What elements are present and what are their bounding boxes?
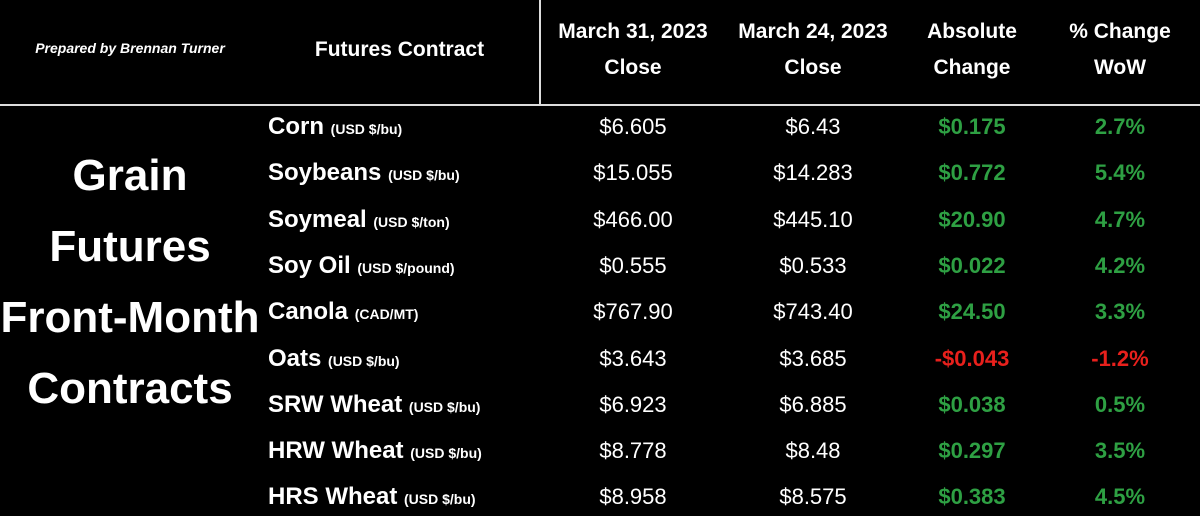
- contract: HRS Wheat: [268, 483, 398, 511]
- column-header: March 24, 2023 Close: [738, 20, 888, 79]
- contract: Corn: [268, 113, 324, 140]
- change-cell: 4.7%: [1094, 206, 1146, 232]
- price-cell: $767.90: [593, 299, 673, 325]
- contract-name: Soy Oil (USD $/pound): [268, 243, 455, 289]
- price-cell: $3.685: [779, 345, 847, 371]
- change-cell: $0.038: [938, 391, 1006, 417]
- side-label: Grain Futures Front-Month Contracts: [0, 151, 260, 413]
- price-cell: $743.40: [773, 299, 853, 325]
- change-cell: 0.5%: [1094, 391, 1146, 417]
- table-row: Soymeal (USD $/ton) $466.00 $445.10 $20.90 4…: [0, 197, 1200, 243]
- price-cell: $445.10: [773, 206, 853, 232]
- change-cell: $0.175: [938, 114, 1006, 139]
- unit: (USD $/bu): [410, 445, 482, 462]
- unit: (USD $/bu): [330, 121, 403, 137]
- change-cell: 3.5%: [1094, 438, 1146, 464]
- price-cell: $8.575: [779, 484, 847, 510]
- change-cell: $0.383: [938, 484, 1006, 510]
- contract-name: HRW Wheat (USD $/bu): [268, 428, 482, 474]
- price-cell: $6.43: [785, 114, 841, 139]
- contract: HRW Wheat: [268, 437, 404, 465]
- unit: (USD $/bu): [388, 167, 460, 184]
- change-cell: 4.5%: [1094, 484, 1146, 510]
- header-divider: [0, 104, 1200, 106]
- change-cell: $24.50: [938, 299, 1006, 325]
- change-cell: $0.297: [938, 438, 1006, 464]
- unit: (CAD/MT): [354, 306, 419, 323]
- price-cell: $0.555: [599, 252, 667, 278]
- prepared-by: Prepared by Brennan Turner: [35, 40, 225, 56]
- price-cell: $14.283: [773, 160, 853, 186]
- column-header: Futures Contract: [314, 38, 485, 61]
- contract-name: HRS Wheat (USD $/bu): [268, 474, 476, 516]
- contract-name: SRW Wheat (USD $/bu): [268, 382, 480, 428]
- price-cell: $15.055: [593, 160, 673, 186]
- table-row: SRW Wheat (USD $/bu) $6.923 $6.885 $0.038 0.…: [0, 382, 1200, 428]
- contract: Soy Oil: [268, 251, 351, 279]
- table-row: HRW Wheat (USD $/bu) $8.778 $8.48 $0.297 3.5…: [0, 428, 1200, 474]
- contract-name: Oats (USD $/bu): [268, 336, 400, 382]
- contract: Soybeans: [268, 159, 382, 187]
- column-header: % Change WoW: [1069, 20, 1171, 79]
- change-cell: 4.2%: [1094, 252, 1146, 278]
- price-cell: $8.778: [599, 438, 667, 464]
- contract: Canola: [268, 298, 349, 326]
- contract: Oats: [268, 344, 322, 372]
- price-cell: $8.48: [785, 438, 841, 464]
- contract: SRW Wheat: [268, 390, 403, 418]
- change-cell: $0.772: [938, 160, 1006, 186]
- contract-name: Soybeans (USD $/bu): [268, 150, 460, 196]
- header-vertical-divider: [539, 0, 541, 105]
- table-row: Canola (CAD/MT) $767.90 $743.40 $24.50 3.3%: [0, 289, 1200, 335]
- unit: (USD $/bu): [408, 398, 481, 415]
- price-cell: $8.958: [599, 484, 667, 510]
- change-cell: 2.7%: [1094, 114, 1146, 139]
- change-cell: -$0.043: [934, 345, 1010, 371]
- table-row: Oats (USD $/bu) $3.643 $3.685 -$0.043 -1.2%: [0, 336, 1200, 382]
- change-cell: 3.3%: [1094, 299, 1146, 325]
- column-header: Absolute Change: [927, 20, 1017, 79]
- column-header: March 31, 2023 Close: [558, 20, 708, 79]
- price-cell: $466.00: [593, 206, 673, 232]
- table-row: Soy Oil (USD $/pound) $0.555 $0.533 $0.022 4…: [0, 243, 1200, 289]
- change-cell: 5.4%: [1094, 160, 1146, 186]
- contract: Soymeal: [268, 205, 367, 233]
- contract-name: Soymeal (USD $/ton): [268, 197, 450, 243]
- table-row: HRS Wheat (USD $/bu) $8.958 $8.575 $0.383 4.…: [0, 474, 1200, 516]
- change-cell: -1.2%: [1091, 345, 1149, 371]
- contract-name: Canola (CAD/MT): [268, 289, 418, 335]
- change-cell: $0.022: [938, 252, 1006, 278]
- table-row: Soybeans (USD $/bu) $15.055 $14.283 $0.772 5…: [0, 150, 1200, 196]
- unit: (USD $/bu): [328, 352, 400, 369]
- change-cell: $20.90: [938, 206, 1006, 232]
- unit: (USD $/bu): [404, 491, 476, 508]
- contract-name: Corn (USD $/bu): [268, 104, 402, 150]
- table-row: Corn (USD $/bu) $6.605 $6.43 $0.175 2.7%: [0, 104, 1200, 150]
- unit: (USD $/ton): [373, 213, 450, 230]
- price-cell: $0.533: [779, 252, 847, 278]
- price-cell: $6.605: [599, 114, 667, 139]
- price-cell: $3.643: [599, 345, 667, 371]
- price-cell: $6.885: [779, 391, 847, 417]
- unit: (USD $/pound): [357, 259, 455, 276]
- price-cell: $6.923: [599, 391, 667, 417]
